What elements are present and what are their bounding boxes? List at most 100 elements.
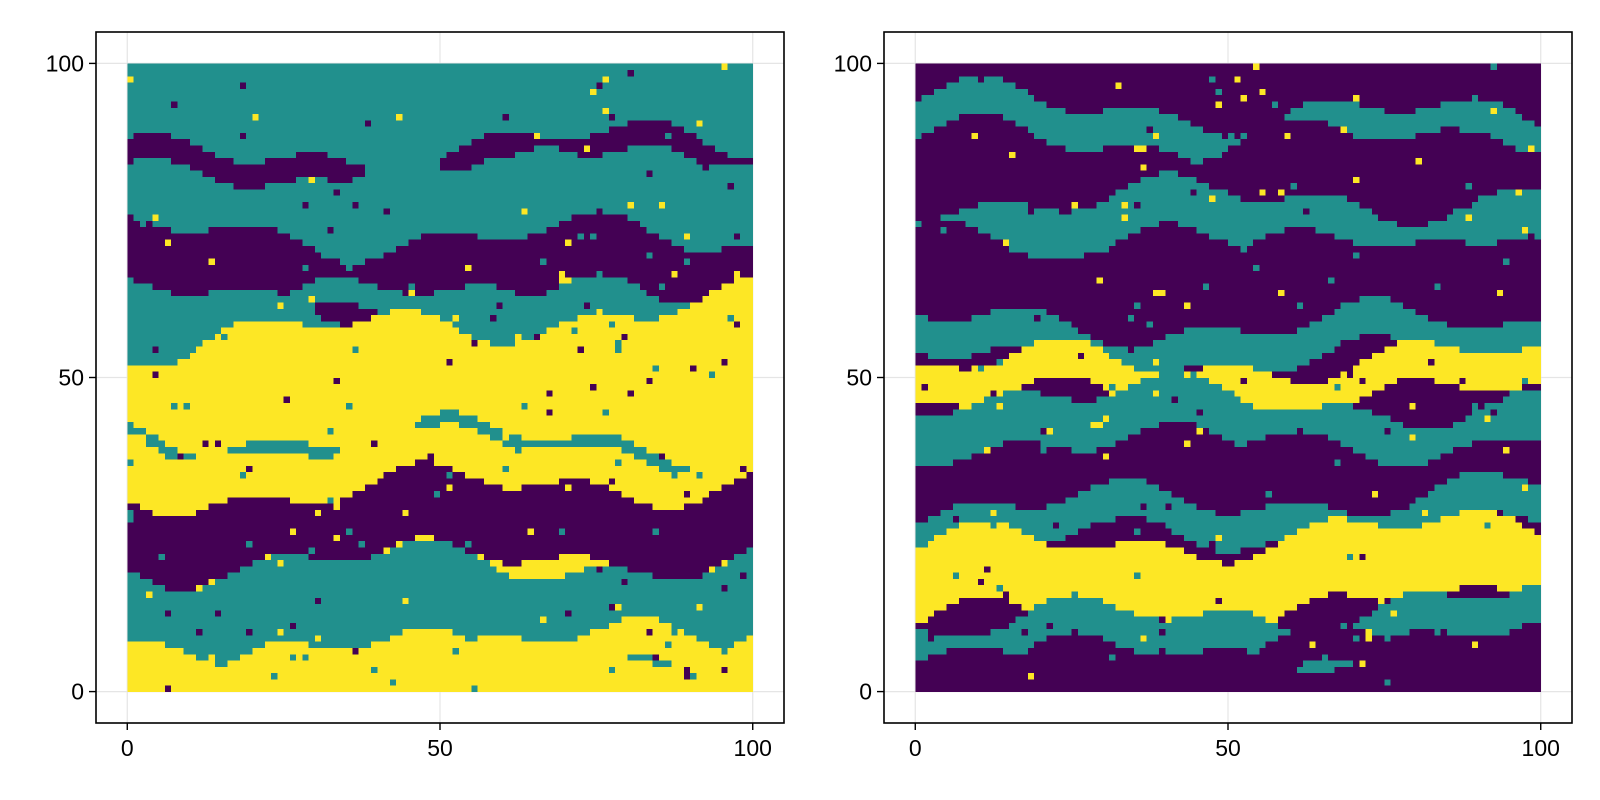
heatmap-cell-run (1490, 107, 1498, 115)
heatmap-cell-run (1503, 320, 1542, 328)
heatmap-cell-run (127, 402, 172, 410)
heatmap-cell-run (1278, 101, 1304, 108)
heatmap-cell-run (502, 434, 510, 441)
heatmap-cell-run (558, 145, 585, 152)
heatmap-cell-run (321, 314, 372, 322)
heatmap-cell-run (915, 528, 947, 535)
heatmap-cell-run (1284, 534, 1542, 542)
heatmap-cell-run (258, 113, 397, 121)
heatmap-cell-run (427, 452, 435, 460)
heatmap-cell-run (364, 163, 441, 171)
heatmap-cell-run (352, 346, 360, 353)
heatmap-cell-run (1384, 107, 1417, 115)
heatmap-cell-run (1278, 635, 1354, 642)
heatmap-cell-run (508, 572, 566, 579)
heatmap-cell-run (915, 622, 1010, 630)
heatmap-cell-run (658, 233, 685, 240)
heatmap-cell-run (608, 603, 616, 611)
heatmap-cell-run (1096, 276, 1104, 284)
heatmap-cell-run (1121, 214, 1129, 221)
heatmap-cell-run (1278, 540, 1542, 548)
heatmap-cell-run (433, 534, 754, 542)
heatmap-cell-run (959, 75, 979, 83)
heatmap-cell-run (246, 471, 385, 479)
heatmap-cell-run (202, 628, 247, 636)
heatmap-cell-run (915, 170, 1160, 177)
heatmap-cell-run (915, 415, 1104, 422)
heatmap-cell-run (1359, 358, 1429, 366)
heatmap-cell-run (458, 327, 547, 334)
heatmap-cell-run (252, 540, 360, 548)
heatmap-cell-run (1109, 452, 1366, 460)
heatmap-cell-run (1346, 622, 1354, 630)
heatmap-cell-run (915, 289, 1154, 297)
heatmap-cell-run (915, 383, 922, 391)
heatmap-cell-run (696, 157, 754, 165)
heatmap-cell-run (414, 421, 441, 429)
heatmap-cell-run (915, 666, 1298, 674)
heatmap-cell-run (252, 113, 260, 121)
heatmap-cell-run (171, 239, 303, 246)
heatmap-cell-run (146, 591, 153, 598)
heatmap-cell-run (171, 157, 234, 165)
heatmap-cell-run (715, 371, 754, 378)
heatmap-cell-run (1146, 163, 1542, 171)
heatmap-cell-run (746, 572, 754, 579)
heatmap-cell-run (565, 484, 572, 491)
heatmap-cell-run (127, 333, 216, 341)
heatmap-cell-run (289, 233, 422, 240)
heatmap-cell-run (389, 679, 397, 686)
heatmap-cell-run (984, 75, 1004, 83)
heatmap-cell-run (915, 396, 985, 404)
heatmap-cell-run (658, 283, 666, 290)
heatmap-cell-run (1102, 107, 1160, 115)
heatmap-cell-run (196, 509, 316, 517)
heatmap-cell-run (333, 534, 341, 542)
heatmap-cell-run (915, 641, 1035, 649)
heatmap-cell-run (1246, 94, 1354, 102)
heatmap-cell-run (633, 201, 660, 209)
heatmap-cell-run (308, 440, 372, 447)
heatmap-cell-run (915, 75, 960, 83)
heatmap-cell-run (408, 289, 416, 297)
heatmap-cell-run (1471, 402, 1479, 410)
heatmap-cell-run (1202, 408, 1373, 416)
x-tick-label: 50 (427, 735, 453, 761)
heatmap-cell-run (133, 157, 172, 165)
heatmap-cell-run (127, 170, 203, 177)
heatmap-cell-run (1534, 145, 1542, 152)
heatmap-cell-run (915, 207, 960, 215)
heatmap-cell-run (346, 402, 353, 410)
heatmap-cell-run (171, 226, 209, 234)
heatmap-cell-run (127, 528, 291, 535)
heatmap-cell-run (1240, 195, 1285, 203)
heatmap-cell-run (1046, 138, 1241, 146)
heatmap-cell-run (1184, 496, 1417, 504)
heatmap-cell-run (671, 471, 679, 479)
heatmap-cell-run (1359, 396, 1504, 404)
heatmap-cell-run (289, 289, 403, 297)
heatmap-cell-run (1121, 358, 1154, 366)
heatmap-cell-run (133, 509, 153, 517)
heatmap-cell-run (1159, 484, 1435, 491)
heatmap-cell-run (1384, 383, 1460, 391)
heatmap-cell-run (371, 119, 629, 127)
heatmap-cell-run (177, 101, 754, 108)
heatmap-cell-run (1190, 119, 1329, 127)
heatmap-cell-run (577, 346, 585, 353)
heatmap-cell-run (127, 490, 353, 498)
heatmap-cell-run (1228, 132, 1235, 140)
heatmap-cell-run (571, 327, 578, 334)
heatmap-cell-run (214, 440, 222, 447)
heatmap-cell-run (1090, 339, 1104, 347)
heatmap-cell-run (915, 672, 1029, 680)
heatmap-cell-run (1077, 628, 1160, 636)
heatmap-cell-run (1127, 383, 1223, 391)
heatmap-cell-run (683, 666, 691, 674)
heatmap-cell-run (1334, 276, 1542, 284)
heatmap-cell-run (127, 214, 134, 221)
heatmap-cell-run (1459, 377, 1467, 385)
heatmap-cell-run (915, 421, 1091, 429)
heatmap-cell-run (1096, 396, 1173, 404)
heatmap-cell-run (314, 635, 322, 642)
